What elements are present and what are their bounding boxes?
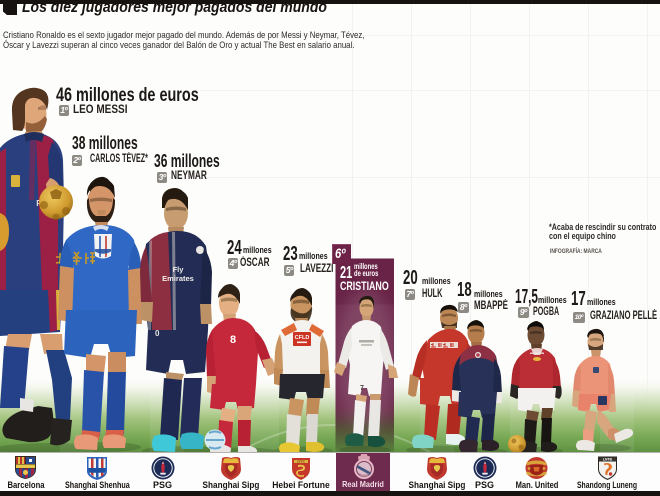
svg-text:LNTB: LNTB — [602, 457, 612, 461]
svg-text:0: 0 — [155, 329, 160, 338]
svg-text:Emirates: Emirates — [162, 274, 194, 283]
svg-text:Fly: Fly — [173, 265, 185, 274]
svg-text:7: 7 — [360, 385, 364, 392]
svg-text:CFLD: CFLD — [295, 335, 310, 341]
svg-text:8: 8 — [230, 334, 236, 346]
svg-text:CFFC: CFFC — [297, 460, 306, 464]
